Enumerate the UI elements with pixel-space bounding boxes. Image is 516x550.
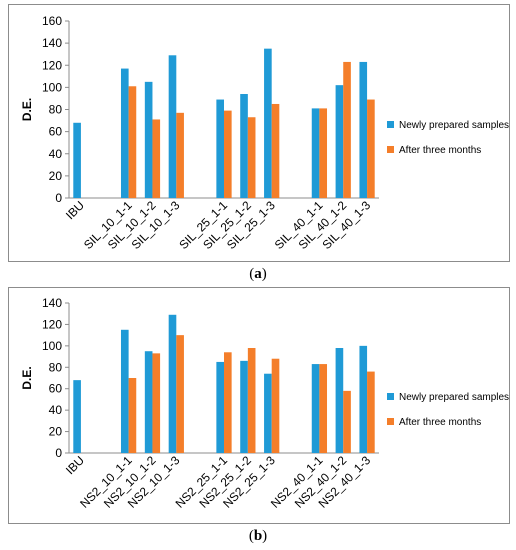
- y-tick-label: 20: [49, 425, 63, 439]
- legend-swatch: [387, 121, 394, 128]
- bar-after-sil_10_1-2: [152, 119, 161, 198]
- y-tick-label: 60: [49, 382, 63, 396]
- bar-newly-ns2_10_1-2: [144, 351, 153, 453]
- x-tick-label: IBU: [63, 453, 87, 477]
- y-tick-label: 100: [42, 339, 62, 353]
- bar-newly-sil_25_1-1: [216, 99, 224, 198]
- bar-after-ns2_25_1-1: [224, 352, 232, 453]
- bar-after-ns2_10_1-1: [128, 378, 137, 453]
- y-axis-label: D.E.: [20, 98, 34, 121]
- bar-newly-sil_25_1-2: [240, 94, 248, 198]
- caption-a-letter: a: [254, 266, 262, 282]
- bar-after-ns2_25_1-2: [247, 348, 256, 453]
- bar-after-ns2_40_1-3: [367, 371, 375, 453]
- bar-newly-ns2_10_1-3: [168, 314, 177, 453]
- bar-newly-ns2_25_1-3: [264, 373, 272, 453]
- bar-newly-ns2_40_1-2: [335, 348, 344, 453]
- y-tick-label: 140: [42, 36, 62, 50]
- y-tick-label: 80: [49, 360, 63, 374]
- bar-newly-ns2_40_1-1: [311, 364, 320, 453]
- caption-b-letter: b: [253, 528, 263, 544]
- y-tick-label: 120: [42, 58, 62, 72]
- bar-newly-sil_40_1-2: [335, 85, 344, 198]
- bar-newly-ibu: [73, 380, 81, 453]
- bar-after-ns2_10_1-3: [176, 335, 184, 453]
- chart-a: D.E.020406080100120140160IBUSIL_10_1-1SI…: [20, 14, 509, 252]
- caption-a: (a): [249, 266, 267, 282]
- bar-newly-sil_25_1-3: [264, 48, 272, 198]
- bar-after-sil_10_1-1: [128, 86, 137, 198]
- y-tick-label: 140: [42, 296, 62, 310]
- y-tick-label: 40: [49, 403, 63, 417]
- bar-after-ns2_10_1-2: [152, 353, 161, 453]
- y-axis-label: D.E.: [20, 366, 34, 389]
- caption-b: (b): [248, 528, 268, 544]
- legend-label: After three months: [399, 417, 481, 428]
- legend-swatch: [387, 146, 394, 153]
- bar-after-sil_25_1-3: [271, 103, 280, 198]
- y-tick-label: 160: [42, 14, 62, 28]
- bar-newly-sil_10_1-2: [144, 81, 153, 198]
- legend-label: After three months: [399, 145, 481, 156]
- x-tick-label: IBU: [63, 198, 87, 222]
- bar-after-ns2_40_1-1: [319, 364, 328, 453]
- legend-label: Newly prepared samples: [399, 120, 509, 131]
- chart-b: D.E.020406080100120140IBUNS2_10_1-1NS2_1…: [20, 296, 509, 511]
- y-tick-label: 20: [49, 169, 63, 183]
- legend-label: Newly prepared samples: [399, 392, 509, 403]
- bar-newly-ns2_40_1-3: [359, 345, 368, 453]
- chart-panel-b: D.E. 0 20 40 60 80 100 120 140 IBU NS2_10_1-1 NS2_1…: [8, 287, 510, 524]
- bar-after-sil_25_1-1: [224, 110, 232, 198]
- bar-after-sil_40_1-1: [319, 108, 328, 198]
- y-tick-label: 0: [55, 446, 62, 460]
- y-tick-label: 120: [42, 317, 62, 331]
- bar-after-sil_10_1-3: [176, 112, 184, 198]
- bar-newly-sil_40_1-1: [311, 108, 320, 198]
- bar-after-ns2_40_1-2: [343, 390, 351, 453]
- y-tick-label: 100: [42, 80, 62, 94]
- legend-swatch: [387, 418, 394, 425]
- bar-after-sil_40_1-3: [367, 99, 375, 198]
- chart-panel-a: D.E. 0 20 40 60 80 100 120 140 160 IBU SIL_10_1-1 SI…: [8, 4, 510, 262]
- bar-after-sil_25_1-2: [247, 117, 256, 198]
- y-tick-label: 40: [49, 147, 63, 161]
- bar-newly-ibu: [73, 122, 81, 198]
- bar-newly-ns2_10_1-1: [120, 329, 129, 453]
- y-tick-label: 0: [55, 191, 62, 205]
- bar-newly-ns2_25_1-1: [216, 361, 224, 453]
- y-tick-label: 60: [49, 125, 63, 139]
- legend-swatch: [387, 393, 394, 400]
- bar-newly-ns2_25_1-2: [240, 360, 248, 453]
- bar-after-sil_40_1-2: [343, 61, 351, 199]
- bar-newly-sil_40_1-3: [359, 61, 368, 199]
- bar-newly-sil_10_1-1: [120, 68, 129, 198]
- y-tick-label: 80: [49, 103, 63, 117]
- bar-newly-sil_10_1-3: [168, 55, 177, 199]
- bar-after-ns2_25_1-3: [271, 358, 280, 453]
